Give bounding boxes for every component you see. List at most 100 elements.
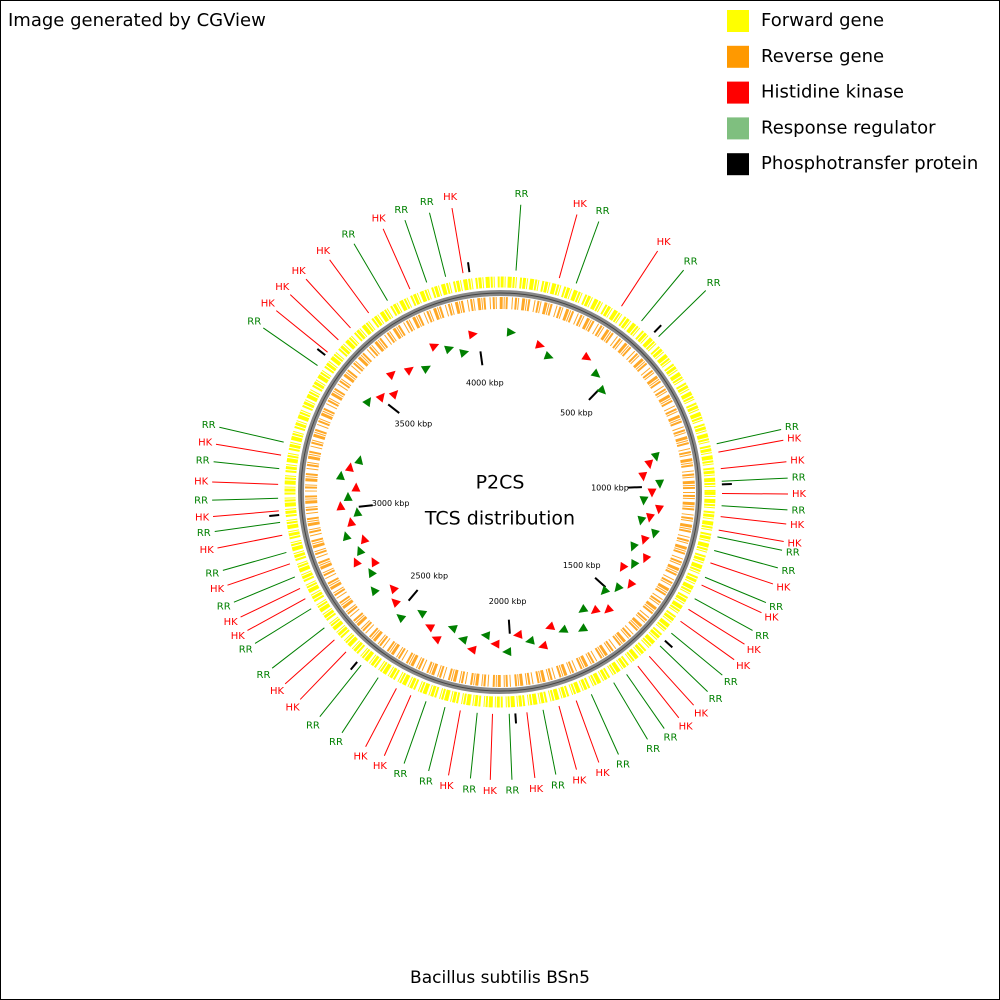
feature-leader — [247, 598, 306, 631]
feature-marker — [429, 343, 440, 352]
feature-marker — [631, 558, 640, 570]
feature-leader — [404, 219, 428, 283]
legend-label: Forward gene — [761, 10, 884, 31]
feature-leader — [526, 712, 536, 778]
feature-leader — [613, 682, 648, 740]
feature-marker — [347, 517, 357, 527]
legend-swatch — [727, 10, 749, 32]
feature-marker — [600, 585, 611, 596]
feature-leader — [626, 674, 665, 729]
feature-marker — [344, 462, 354, 472]
feature-label: RR — [707, 278, 721, 289]
legend-label: Phosphotransfer protein — [761, 153, 978, 174]
feature-label: HK — [572, 775, 587, 786]
feature-marker — [480, 631, 491, 641]
feature-marker — [388, 390, 399, 400]
feature-leader — [701, 584, 762, 614]
feature-marker — [604, 604, 614, 614]
feature-leader — [721, 505, 788, 511]
scale-tick — [407, 589, 419, 602]
feature-label: RR — [196, 456, 210, 467]
feature-leader — [219, 426, 284, 443]
feature-leader — [299, 651, 347, 700]
outer-tick — [316, 348, 326, 356]
feature-leader — [671, 632, 723, 676]
feature-label: RR — [791, 506, 805, 517]
feature-label: HK — [788, 538, 803, 549]
outer-tick — [269, 513, 280, 518]
feature-marker — [342, 531, 352, 542]
feature-leader — [403, 701, 427, 764]
feature-label: HK — [194, 477, 209, 488]
feature-marker — [641, 534, 650, 545]
feature-marker — [506, 327, 517, 337]
feature-marker — [596, 384, 607, 395]
feature-marker — [343, 491, 353, 501]
feature-leader — [590, 694, 619, 755]
scale-tick-label: 1000 kbp — [591, 484, 629, 493]
scale-tick-label: 3500 kbp — [395, 420, 433, 429]
scale-tick-label: 2500 kbp — [410, 572, 448, 581]
feature-marker — [336, 501, 346, 511]
map-subtitle: TCS distribution — [424, 508, 575, 530]
feature-label: HK — [292, 266, 307, 277]
feature-leader — [365, 688, 397, 747]
feature-leader — [637, 665, 680, 719]
feature-leader — [575, 700, 600, 763]
feature-label: HK — [353, 751, 368, 762]
feature-marker — [590, 368, 601, 378]
scale-tick — [507, 619, 511, 634]
scale-tick — [588, 389, 600, 401]
feature-marker — [535, 339, 545, 349]
feature-marker — [335, 470, 345, 481]
feature-leader — [263, 327, 318, 366]
scale-tick-label: 2000 kbp — [489, 597, 527, 606]
feature-leader — [428, 706, 446, 772]
feature-label: HK — [440, 781, 455, 792]
feature-label: RR — [247, 317, 261, 328]
feature-marker — [371, 557, 380, 568]
feature-leader — [227, 563, 291, 586]
feature-leader — [469, 712, 478, 779]
feature-label: HK — [679, 721, 694, 732]
outer-tick — [514, 713, 518, 724]
feature-marker — [396, 614, 407, 624]
feature-leader — [217, 534, 283, 549]
feature-leader — [240, 587, 301, 618]
feature-leader — [718, 529, 784, 543]
feature-marker — [417, 609, 428, 619]
feature-leader — [658, 290, 707, 338]
feature-label: RR — [419, 777, 433, 788]
feature-leader — [680, 620, 735, 661]
feature-label: RR — [596, 206, 610, 217]
feature-marker — [357, 545, 366, 557]
feature-label: HK — [210, 584, 225, 595]
feature-leader — [717, 536, 783, 551]
feature-label: HK — [529, 784, 544, 795]
feature-label: RR — [420, 197, 434, 208]
feature-marker — [651, 528, 660, 539]
feature-leader — [305, 278, 351, 329]
feature-leader — [329, 259, 370, 314]
feature-label: HK — [270, 686, 285, 697]
feature-label: HK — [261, 299, 276, 310]
feature-label: HK — [373, 761, 388, 772]
feature-marker — [619, 561, 629, 572]
feature-leader — [720, 461, 787, 470]
feature-leader — [215, 443, 282, 456]
feature-marker — [360, 534, 370, 545]
header: Image generated by CGView — [8, 10, 266, 31]
feature-marker — [466, 645, 477, 655]
feature-marker — [614, 582, 624, 593]
feature-label: HK — [483, 786, 498, 797]
feature-label: RR — [785, 422, 799, 433]
feature-label: HK — [275, 282, 290, 293]
forward-gene-ring — [284, 276, 716, 708]
feature-marker — [502, 647, 512, 657]
reverse-gene-ring — [305, 297, 695, 687]
feature-leader — [289, 294, 339, 341]
feature-marker — [590, 604, 601, 614]
feature-marker — [353, 557, 362, 568]
feature-marker — [420, 365, 431, 375]
scale-tick — [479, 351, 484, 366]
